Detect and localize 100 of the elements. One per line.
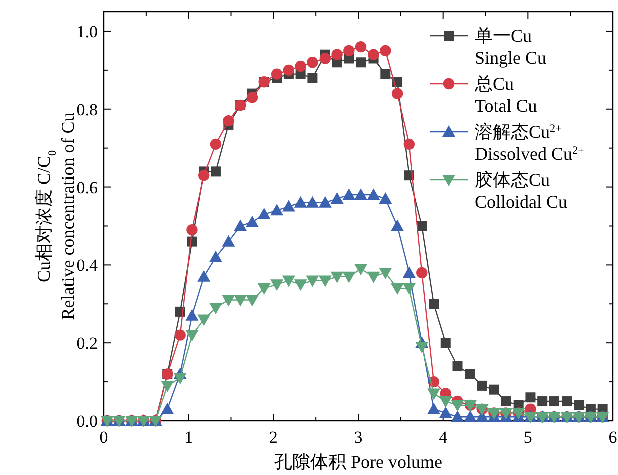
point: [271, 68, 283, 80]
point: [464, 410, 477, 422]
point: [295, 60, 306, 72]
point: [354, 264, 368, 276]
point: [210, 138, 222, 150]
point: [282, 200, 296, 212]
point: [367, 188, 380, 200]
point: [161, 380, 174, 392]
point: [234, 220, 248, 232]
point: [198, 170, 210, 182]
point: [186, 224, 198, 236]
point: [320, 53, 332, 64]
legend-label: 胶体态Cu Colloidal Cu: [475, 170, 568, 212]
point: [392, 88, 404, 100]
point: [465, 369, 476, 380]
x-tick-label: 5: [524, 428, 532, 447]
point: [379, 268, 392, 280]
point: [246, 216, 259, 228]
point: [428, 402, 440, 414]
legend-label: 总Cu Total Cu: [474, 74, 538, 116]
point: [538, 396, 548, 407]
point: [416, 342, 429, 354]
point: [330, 272, 344, 284]
point: [342, 188, 356, 200]
point: [283, 64, 295, 76]
point: [234, 295, 248, 307]
legend-label: 单一Cu Single Cu: [475, 26, 547, 68]
point: [246, 92, 258, 104]
point: [186, 309, 199, 321]
point: [417, 221, 428, 232]
point: [489, 384, 500, 395]
point: [282, 276, 296, 288]
point: [308, 73, 318, 84]
point: [222, 295, 236, 307]
point: [209, 303, 222, 315]
point: [174, 373, 187, 385]
point: [318, 196, 332, 208]
point: [526, 392, 536, 403]
point: [380, 45, 392, 57]
point: [354, 188, 368, 200]
point: [440, 338, 451, 348]
y-tick-label: 0.6: [76, 178, 98, 198]
point: [307, 57, 318, 68]
point: [161, 402, 174, 414]
point: [330, 192, 344, 204]
point: [402, 266, 416, 278]
point: [270, 204, 284, 216]
x-tick-label: 2: [269, 428, 278, 447]
y-tick-label: 0.4: [76, 256, 98, 276]
point: [452, 361, 463, 372]
point: [332, 49, 343, 60]
point: [367, 272, 380, 284]
point: [186, 330, 199, 342]
point: [501, 396, 512, 407]
point: [477, 380, 488, 391]
point: [429, 299, 439, 310]
point: [356, 58, 366, 68]
x-tick-label: 0: [100, 428, 108, 447]
point: [344, 45, 355, 57]
y-tick-label: 0.8: [76, 100, 98, 120]
point: [198, 270, 211, 282]
point: [342, 272, 356, 284]
legend-label: 溶解态Cu$^{2+}$ Dissolved Cu$^{2+}$: [475, 122, 584, 164]
point: [355, 41, 367, 53]
point: [562, 396, 572, 407]
x-tick-label: 4: [439, 428, 448, 447]
point: [404, 138, 415, 150]
point: [318, 276, 332, 288]
x-axis-title: 孔隙体积 Pore volume: [274, 452, 442, 472]
point: [402, 284, 416, 296]
point: [174, 330, 186, 341]
point: [294, 196, 308, 208]
point: [451, 400, 464, 412]
point: [416, 267, 428, 279]
point: [391, 284, 404, 296]
point: [258, 208, 271, 220]
point: [294, 280, 308, 292]
point: [380, 69, 391, 80]
point: [428, 388, 440, 400]
point: [306, 276, 320, 288]
point: [198, 314, 211, 326]
point: [439, 406, 452, 418]
point: [391, 220, 404, 232]
x-tick-label: 1: [184, 428, 194, 447]
point: [549, 396, 560, 407]
point: [306, 196, 320, 208]
point: [258, 284, 271, 296]
y-tick-label: 1.0: [76, 22, 98, 42]
point: [223, 115, 234, 127]
point: [574, 400, 584, 410]
y-tick-label: 0.0: [76, 412, 98, 431]
point: [210, 166, 221, 177]
point: [368, 49, 380, 60]
point: [209, 250, 222, 262]
y-tick-label: 0.2: [76, 334, 98, 354]
point: [270, 280, 284, 292]
point: [451, 410, 464, 422]
point: [246, 295, 259, 307]
x-tick-label: 3: [354, 428, 363, 447]
point: [222, 235, 236, 247]
